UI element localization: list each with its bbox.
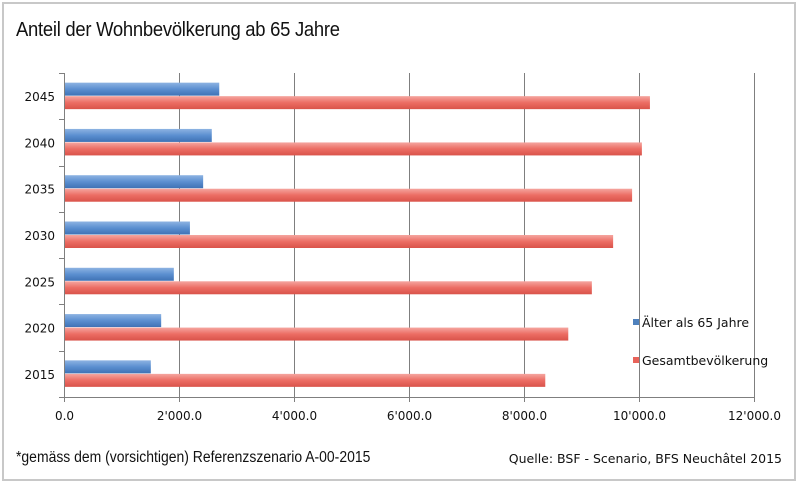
bar-total-2020 <box>65 327 569 341</box>
legend-swatch-total <box>633 357 639 363</box>
bar-over65-2020 <box>65 314 162 328</box>
chart-title: Anteil der Wohnbevölkerung ab 65 Jahre <box>16 18 340 41</box>
bars <box>65 82 650 387</box>
bar-over65-2025 <box>65 267 174 281</box>
x-tick-label: 2'000.0 <box>157 409 202 423</box>
x-tick-label: 12'000.0 <box>728 409 781 423</box>
legend-label: Gesamtbevölkerung <box>642 353 768 368</box>
y-tick-label: 2045 <box>24 90 55 104</box>
bar-total-2040 <box>65 142 642 156</box>
bar-over65-2035 <box>65 175 204 189</box>
legend: Älter als 65 Jahre Gesamtbevölkerung <box>633 315 768 368</box>
bar-over65-2030 <box>65 221 190 235</box>
y-tick-label: 2040 <box>24 136 55 150</box>
bar-over65-2015 <box>65 360 151 374</box>
legend-label: Älter als 65 Jahre <box>642 315 749 330</box>
x-tick-label: 6'000.0 <box>387 409 432 423</box>
legend-swatch-over65 <box>633 319 639 325</box>
x-tick-label: 0.0 <box>55 409 74 423</box>
x-tick-label: 4'000.0 <box>272 409 317 423</box>
footnote: *gemäss dem (vorsichtigen) Referenzszena… <box>16 449 371 466</box>
y-tick-label: 2035 <box>24 183 55 197</box>
y-tick-label: 2025 <box>24 275 55 289</box>
bar-total-2015 <box>65 373 546 387</box>
y-tick-label: 2020 <box>24 322 55 336</box>
bar-total-2025 <box>65 281 592 295</box>
bar-total-2030 <box>65 235 614 248</box>
y-tick-label: 2015 <box>24 368 55 382</box>
bar-total-2045 <box>65 96 650 110</box>
bar-over65-2045 <box>65 82 220 96</box>
source-note: Quelle: BSF - Scenario, BFS Neuchâtel 20… <box>508 451 782 466</box>
x-tick-label: 10'000.0 <box>613 409 666 423</box>
bar-total-2035 <box>65 188 633 202</box>
axes: 0.0 2'000.0 4'000.0 6'000.0 8'000.0 10'000.0 1… <box>24 73 781 423</box>
bar-over65-2040 <box>65 128 212 142</box>
y-tick-label: 2030 <box>24 229 55 243</box>
x-tick-label: 8'000.0 <box>502 409 547 423</box>
